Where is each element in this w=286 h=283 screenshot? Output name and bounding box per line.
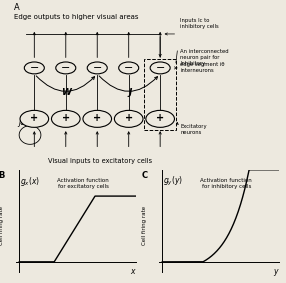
- Circle shape: [114, 110, 143, 127]
- Text: −: −: [61, 63, 70, 72]
- Circle shape: [51, 110, 80, 127]
- Text: Excitatory
neurons: Excitatory neurons: [180, 124, 207, 135]
- Text: +: +: [156, 113, 164, 123]
- Text: −: −: [93, 63, 102, 72]
- Text: Jo: Jo: [19, 118, 25, 127]
- Circle shape: [87, 62, 107, 74]
- Text: Inputs Ic to
inhibitory cells: Inputs Ic to inhibitory cells: [180, 18, 219, 29]
- Text: B: B: [0, 171, 5, 180]
- Text: Cell firing rate: Cell firing rate: [142, 206, 147, 245]
- Text: Visual inputs to excitatory cells: Visual inputs to excitatory cells: [48, 158, 152, 164]
- Text: y: y: [273, 267, 278, 276]
- Text: Activation function
for inhibitory cells: Activation function for inhibitory cells: [200, 178, 252, 189]
- Text: +: +: [62, 113, 70, 123]
- Circle shape: [56, 62, 76, 74]
- Circle shape: [119, 62, 139, 74]
- Text: −: −: [30, 63, 39, 72]
- Text: C: C: [141, 171, 147, 180]
- Text: +: +: [30, 113, 38, 123]
- Text: An interconnected
neuron pair for
edge segment iθ: An interconnected neuron pair for edge s…: [180, 49, 229, 67]
- FancyArrowPatch shape: [99, 76, 158, 91]
- Text: J: J: [128, 88, 132, 97]
- Circle shape: [24, 62, 44, 74]
- Text: +: +: [93, 113, 101, 123]
- Circle shape: [20, 110, 49, 127]
- Text: $g_y(y)$: $g_y(y)$: [163, 175, 184, 188]
- Text: W: W: [61, 88, 71, 97]
- Text: −: −: [156, 63, 165, 72]
- Text: −: −: [124, 63, 133, 72]
- Text: $g_x(x)$: $g_x(x)$: [20, 175, 41, 188]
- Text: Activation function
for excitatory cells: Activation function for excitatory cells: [57, 178, 109, 189]
- Circle shape: [150, 62, 170, 74]
- Text: Inhibitory
interneurons: Inhibitory interneurons: [180, 61, 214, 73]
- Text: Edge outputs to higher visual areas: Edge outputs to higher visual areas: [14, 14, 139, 20]
- Text: x: x: [130, 267, 135, 276]
- Text: A: A: [14, 3, 20, 12]
- Text: +: +: [125, 113, 133, 123]
- FancyArrowPatch shape: [36, 76, 95, 91]
- Circle shape: [83, 110, 112, 127]
- Circle shape: [146, 110, 174, 127]
- Text: Cell firing rate: Cell firing rate: [0, 206, 4, 245]
